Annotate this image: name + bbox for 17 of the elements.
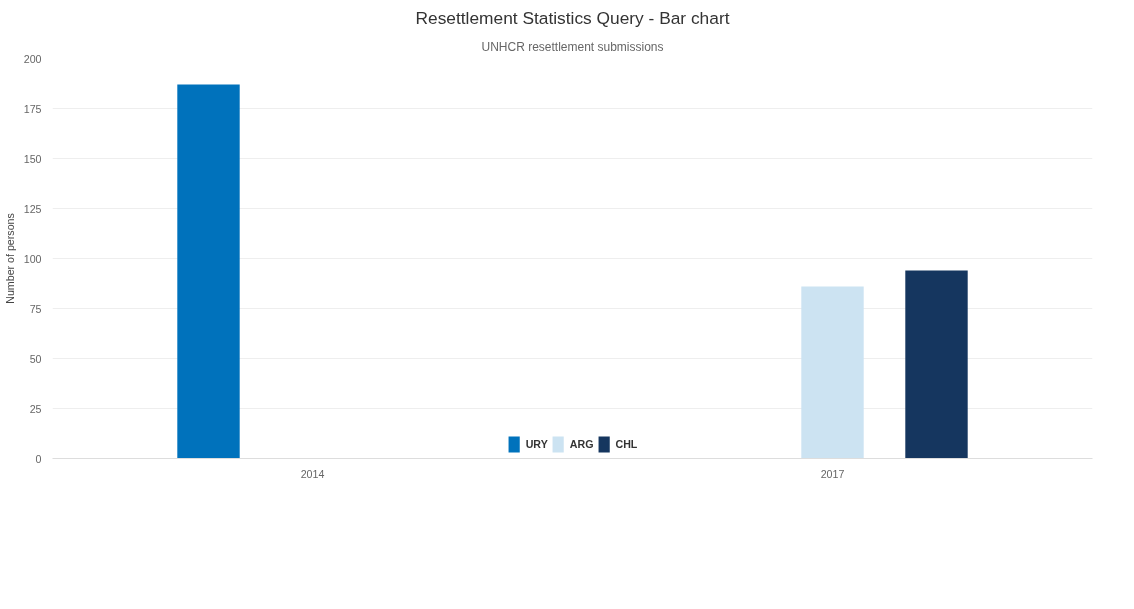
y-tick-label: 100 bbox=[23, 252, 42, 265]
y-tick-label: 50 bbox=[29, 352, 42, 365]
chart-subtitle: UNHCR resettlement submissions bbox=[481, 39, 664, 54]
chart-title: Resettlement Statistics Query - Bar chart bbox=[415, 7, 730, 28]
y-tick-label: 25 bbox=[29, 402, 42, 415]
y-axis-title: Number of persons bbox=[3, 213, 16, 304]
y-tick-label: 200 bbox=[23, 52, 42, 65]
y-tick-label: 175 bbox=[23, 102, 42, 115]
y-tick-label: 150 bbox=[23, 152, 42, 165]
y-tick-label: 125 bbox=[23, 202, 42, 215]
legend-label: URY bbox=[525, 438, 548, 450]
y-tick-label: 75 bbox=[29, 302, 42, 315]
y-tick-label: 0 bbox=[35, 452, 42, 465]
x-tick-label: 2014 bbox=[300, 467, 325, 480]
x-tick-label: 2017 bbox=[820, 467, 845, 480]
legend-label: ARG bbox=[569, 438, 594, 450]
legend-label: CHL bbox=[615, 438, 638, 450]
